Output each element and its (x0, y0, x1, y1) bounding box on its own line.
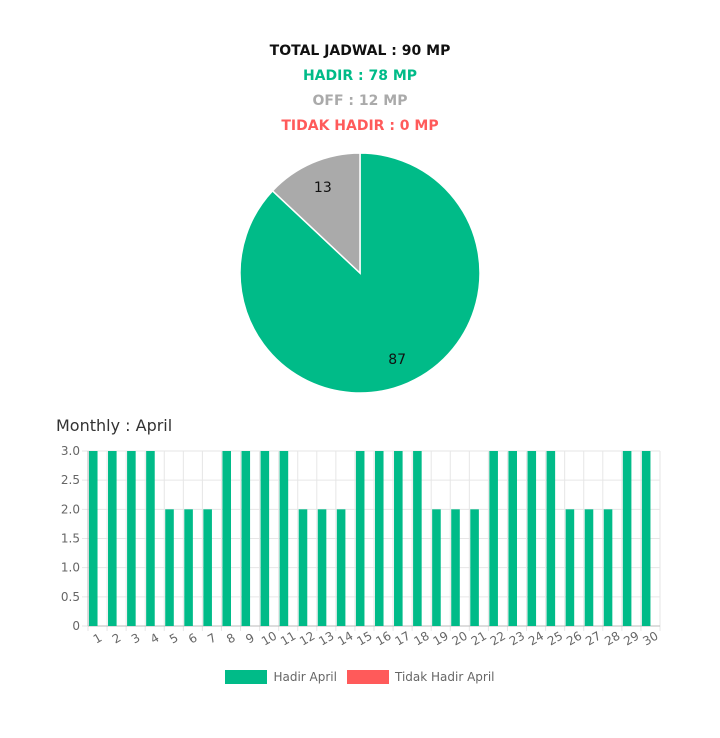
bar-hadir-17[interactable] (394, 451, 403, 626)
y-tick-label: 0 (72, 619, 80, 633)
bar-hadir-18[interactable] (413, 451, 422, 626)
x-tick-label: 22 (488, 629, 508, 649)
bar-hadir-20[interactable] (451, 509, 460, 626)
x-tick-label: 23 (507, 629, 527, 649)
x-tick-label: 27 (583, 629, 603, 649)
x-tick-label: 7 (205, 631, 219, 647)
x-tick-label: 1 (91, 631, 105, 647)
pie-slice-0[interactable] (239, 152, 481, 394)
x-tick-label: 21 (469, 629, 489, 649)
total-jadwal-label: TOTAL JADWAL : 90 MP (269, 43, 451, 59)
attendance-pie-chart: 87 13 (239, 152, 481, 394)
tidak-hadir-label: TIDAK HADIR : 0 MP (281, 118, 439, 134)
x-tick-label: 3 (129, 631, 143, 647)
x-tick-label: 5 (167, 631, 181, 647)
bar-hadir-22[interactable] (489, 451, 498, 626)
x-tick-label: 14 (335, 629, 355, 649)
bar-hadir-11[interactable] (279, 451, 289, 626)
y-tick-label: 0.5 (61, 590, 80, 604)
legend-swatch-hadir (225, 670, 268, 684)
x-tick-label: 17 (392, 629, 412, 649)
x-tick-label: 25 (545, 629, 565, 649)
bar-hadir-19[interactable] (432, 509, 441, 626)
y-tick-label: 3.0 (61, 444, 80, 458)
x-tick-label: 28 (602, 629, 622, 649)
x-tick-label: 24 (526, 629, 546, 649)
bar-hadir-3[interactable] (127, 451, 136, 626)
bar-hadir-23[interactable] (508, 451, 517, 626)
x-tick-label: 13 (316, 629, 336, 649)
legend-item-hadir[interactable]: Hadir April (225, 670, 337, 684)
bar-hadir-5[interactable] (165, 509, 174, 626)
pie-slice-label-0: 87 (388, 352, 406, 368)
x-tick-label: 4 (148, 631, 162, 647)
legend-item-tidak-hadir[interactable]: Tidak Hadir April (346, 670, 495, 684)
bar-hadir-29[interactable] (622, 451, 632, 626)
bar-hadir-21[interactable] (470, 509, 479, 626)
x-tick-label: 8 (224, 631, 238, 647)
y-tick-label: 2.0 (61, 502, 80, 516)
bar-hadir-4[interactable] (146, 451, 155, 626)
bar-hadir-16[interactable] (374, 451, 384, 626)
legend-label-tidak-hadir: Tidak Hadir April (394, 670, 495, 684)
legend-label-hadir: Hadir April (273, 670, 337, 684)
legend-swatch-tidak-hadir (346, 670, 389, 684)
x-tick-label: 12 (297, 629, 317, 649)
bar-hadir-1[interactable] (88, 451, 98, 626)
x-tick-label: 11 (278, 629, 298, 649)
hadir-label: HADIR : 78 MP (302, 68, 418, 84)
x-tick-label: 9 (243, 631, 257, 647)
bar-hadir-25[interactable] (546, 451, 556, 626)
bar-hadir-8[interactable] (222, 451, 231, 626)
y-tick-label: 1.5 (61, 532, 80, 546)
x-tick-label: 20 (450, 629, 470, 649)
pie-slice-label-1: 13 (314, 180, 332, 196)
x-tick-label: 18 (412, 629, 432, 649)
bar-hadir-12[interactable] (298, 509, 308, 626)
x-tick-label: 29 (621, 629, 641, 649)
bar-hadir-24[interactable] (527, 451, 537, 626)
bar-hadir-14[interactable] (336, 509, 346, 626)
x-tick-label: 2 (110, 631, 124, 647)
bar-hadir-28[interactable] (603, 509, 613, 626)
bar-hadir-30[interactable] (641, 451, 651, 626)
off-label: OFF : 12 MP (312, 93, 408, 109)
x-tick-label: 30 (640, 629, 660, 649)
bar-hadir-15[interactable] (355, 451, 365, 626)
x-tick-label: 19 (431, 629, 451, 649)
y-tick-label: 2.5 (61, 473, 80, 487)
x-tick-label: 6 (186, 631, 200, 647)
x-tick-label: 16 (373, 629, 393, 649)
pie-slice-1[interactable] (271, 152, 361, 275)
x-tick-label: 15 (354, 629, 374, 649)
y-tick-label: 1.0 (61, 561, 80, 575)
bar-hadir-9[interactable] (241, 451, 251, 626)
monthly-title: Monthly : April (56, 416, 173, 435)
bar-hadir-27[interactable] (584, 509, 594, 626)
bar-hadir-10[interactable] (260, 451, 270, 626)
x-tick-label: 26 (564, 629, 584, 649)
x-tick-label: 10 (259, 629, 279, 649)
bar-hadir-26[interactable] (565, 509, 575, 626)
bar-hadir-6[interactable] (184, 509, 193, 626)
bar-hadir-7[interactable] (203, 509, 212, 626)
bar-hadir-13[interactable] (317, 509, 327, 626)
bar-hadir-2[interactable] (108, 451, 117, 626)
bar-chart-legend: Hadir April Tidak Hadir April (0, 670, 720, 684)
